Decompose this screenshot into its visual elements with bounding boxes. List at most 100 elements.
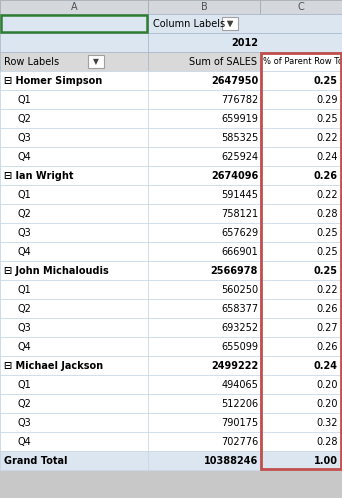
Bar [0,375,148,394]
Bar [260,318,342,337]
Bar [148,337,260,356]
Bar [260,261,342,280]
Text: B: B [201,2,207,12]
Bar [0,261,148,280]
Bar [260,242,342,261]
Text: Q2: Q2 [18,114,32,124]
Bar [148,413,260,432]
Text: ▼: ▼ [227,19,233,28]
Text: Q2: Q2 [18,398,32,408]
Text: ▼: ▼ [93,57,99,66]
Bar [0,166,148,185]
Text: 0.24: 0.24 [314,361,338,371]
Bar [148,299,260,318]
Text: C: C [298,2,304,12]
Text: Q1: Q1 [18,284,32,294]
Text: Q4: Q4 [18,247,32,256]
Text: Grand Total: Grand Total [4,456,67,466]
Bar [0,128,148,147]
Bar [1,15,147,32]
Bar [260,451,342,470]
Bar [0,451,148,470]
Bar [260,204,342,223]
Bar [0,337,148,356]
Bar [0,147,148,166]
Text: % of Parent Row Total: % of Parent Row Total [263,57,342,66]
Bar [0,280,148,299]
Text: Q3: Q3 [18,228,32,238]
Bar [0,413,148,432]
Text: 758121: 758121 [221,209,258,219]
Text: Q2: Q2 [18,209,32,219]
Bar [260,413,342,432]
Text: 776782: 776782 [221,95,258,105]
Bar [88,55,104,68]
Bar [148,280,260,299]
Bar [260,185,342,204]
Text: 2566978: 2566978 [211,265,258,275]
Bar [148,432,260,451]
Text: 0.25: 0.25 [316,114,338,124]
Text: 0.24: 0.24 [316,151,338,161]
Bar [148,14,342,33]
Text: 0.26: 0.26 [316,342,338,352]
Bar [148,242,260,261]
Bar [260,299,342,318]
Bar [148,318,260,337]
Bar [148,261,260,280]
Text: 0.26: 0.26 [316,303,338,314]
Text: 625924: 625924 [221,151,258,161]
Bar [261,53,341,469]
Text: Column Labels: Column Labels [153,18,225,28]
Text: 790175: 790175 [221,417,258,427]
Bar [148,451,260,470]
Bar [260,71,342,90]
Text: 1.00: 1.00 [314,456,338,466]
Bar [0,204,148,223]
Bar [0,299,148,318]
Bar [0,185,148,204]
Text: 0.26: 0.26 [314,170,338,180]
Bar [260,147,342,166]
Text: ▼: ▼ [227,19,233,28]
Text: Q3: Q3 [18,417,32,427]
Bar [0,223,148,242]
Bar [260,356,342,375]
Bar [0,0,148,14]
Bar [0,394,148,413]
Text: ⊟ Homer Simpson: ⊟ Homer Simpson [4,76,102,86]
Bar [222,17,238,30]
Text: 560250: 560250 [221,284,258,294]
Bar [260,375,342,394]
Bar [0,242,148,261]
Bar [0,109,148,128]
Bar [260,0,342,14]
Bar [260,280,342,299]
Text: Q4: Q4 [18,437,32,447]
Bar [148,147,260,166]
Bar [148,52,260,71]
Text: Q1: Q1 [18,190,32,200]
Text: 0.25: 0.25 [316,228,338,238]
Text: Q1: Q1 [18,95,32,105]
Text: 666901: 666901 [221,247,258,256]
Bar [260,432,342,451]
Text: ⊟ John Michaloudis: ⊟ John Michaloudis [4,265,109,275]
Text: Row Labels: Row Labels [4,56,59,67]
Bar [260,52,342,71]
Text: Q4: Q4 [18,342,32,352]
Text: Q1: Q1 [18,379,32,389]
Bar [260,109,342,128]
Text: 659919: 659919 [221,114,258,124]
Text: 2674096: 2674096 [211,170,258,180]
Bar [148,375,260,394]
Bar [0,71,148,90]
Bar [260,223,342,242]
Bar [0,90,148,109]
Text: 2012: 2012 [232,37,259,47]
Text: 0.25: 0.25 [316,247,338,256]
Text: ⊟ Ian Wright: ⊟ Ian Wright [4,170,74,180]
Bar [148,33,342,52]
Bar [260,337,342,356]
Bar [260,90,342,109]
